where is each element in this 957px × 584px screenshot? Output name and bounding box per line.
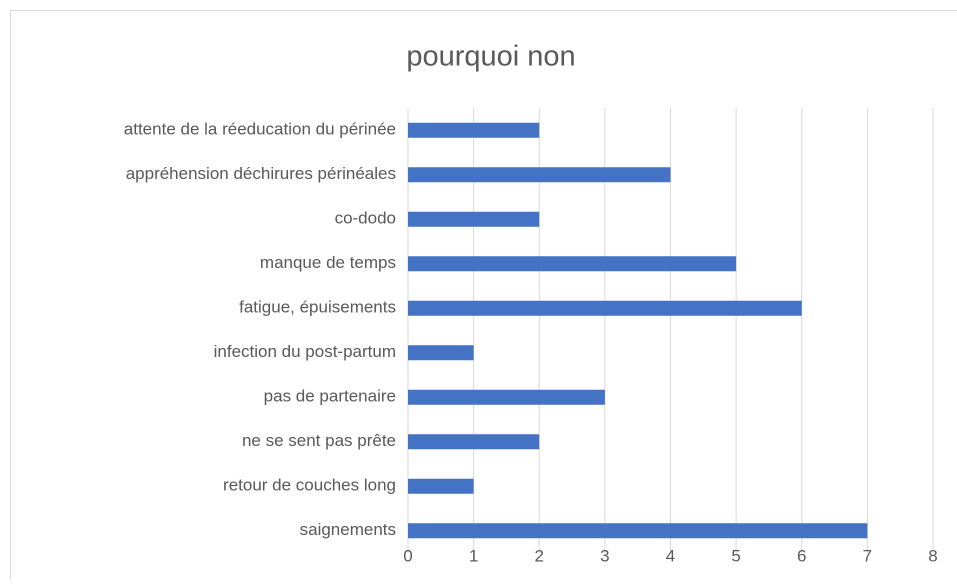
bar: [408, 523, 867, 538]
bar: [408, 345, 474, 360]
bar: [408, 390, 605, 405]
x-tick-label: 5: [731, 546, 740, 565]
y-tick-label: appréhension déchirures périnéales: [126, 164, 396, 183]
x-tick-label: 7: [863, 546, 872, 565]
y-tick-label: infection du post-partum: [214, 342, 396, 361]
x-tick-label: 1: [469, 546, 478, 565]
y-tick-label: fatigue, épuisements: [239, 298, 396, 317]
chart-frame: [11, 11, 957, 580]
bar: [408, 479, 474, 494]
bar: [408, 434, 539, 449]
y-tick-label: co-dodo: [335, 209, 396, 228]
y-tick-label: ne se sent pas prête: [242, 431, 396, 450]
x-tick-label: 3: [600, 546, 609, 565]
y-tick-label: attente de la réeducation du périnée: [124, 120, 396, 139]
x-tick-label: 2: [535, 546, 544, 565]
x-tick-label: 0: [403, 546, 412, 565]
y-tick-label: retour de couches long: [223, 476, 396, 495]
y-tick-label: saignements: [300, 520, 396, 539]
bar: [408, 256, 736, 271]
bar: [408, 123, 539, 138]
x-tick-label: 6: [797, 546, 806, 565]
x-tick-label: 8: [928, 546, 937, 565]
chart-title: pourquoi non: [406, 41, 575, 73]
bar: [408, 212, 539, 227]
y-tick-label: manque de temps: [260, 253, 396, 272]
x-tick-label: 4: [666, 546, 675, 565]
y-tick-label: pas de partenaire: [264, 387, 396, 406]
bar: [408, 301, 802, 316]
bar: [408, 167, 671, 182]
